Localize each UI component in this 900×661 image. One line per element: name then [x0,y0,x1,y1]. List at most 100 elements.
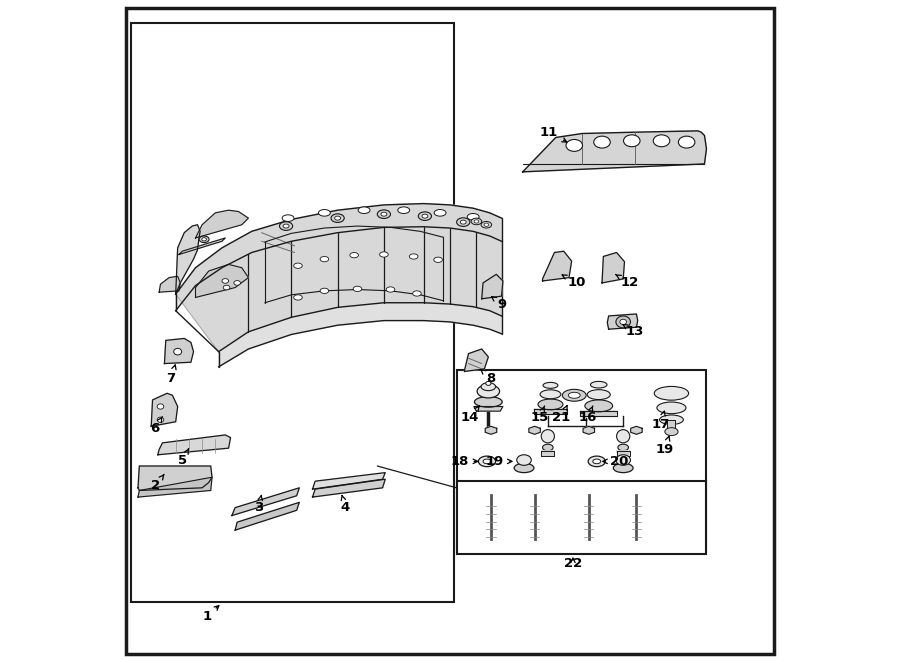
Ellipse shape [613,463,633,473]
Ellipse shape [202,238,206,241]
Ellipse shape [434,257,443,262]
Ellipse shape [223,286,230,290]
Ellipse shape [679,136,695,148]
Ellipse shape [482,221,491,228]
Ellipse shape [410,254,418,259]
Ellipse shape [588,456,606,467]
Polygon shape [534,409,567,414]
Ellipse shape [413,291,421,296]
Polygon shape [523,131,706,172]
Ellipse shape [486,381,491,385]
Ellipse shape [654,387,688,400]
Polygon shape [312,479,385,497]
Text: 16: 16 [579,406,597,424]
Text: 11: 11 [540,126,567,142]
Ellipse shape [594,136,610,148]
Ellipse shape [282,215,294,221]
Ellipse shape [199,236,209,243]
Text: 10: 10 [562,275,586,290]
Ellipse shape [377,210,391,218]
Polygon shape [138,466,212,490]
Ellipse shape [284,224,289,228]
Ellipse shape [616,455,631,465]
Ellipse shape [484,223,489,226]
Text: 1: 1 [202,605,219,623]
Polygon shape [235,502,300,530]
Bar [131,23,454,602]
Ellipse shape [618,444,628,451]
Text: 7: 7 [166,365,176,385]
Ellipse shape [319,210,330,216]
Polygon shape [179,238,225,254]
Ellipse shape [472,218,482,225]
Polygon shape [464,349,489,371]
Ellipse shape [350,253,358,258]
Ellipse shape [381,212,387,216]
Ellipse shape [320,256,328,262]
Text: 14: 14 [461,406,480,424]
Ellipse shape [380,252,388,257]
Text: 20: 20 [603,455,628,468]
Ellipse shape [590,381,607,388]
Text: 12: 12 [616,274,639,290]
Polygon shape [195,264,248,297]
Text: 5: 5 [177,449,188,467]
Ellipse shape [474,219,479,223]
Polygon shape [151,393,177,426]
Ellipse shape [543,444,553,451]
Ellipse shape [398,207,410,214]
Ellipse shape [477,385,500,398]
Ellipse shape [234,281,240,286]
Text: 19: 19 [656,436,674,456]
Text: 13: 13 [623,325,644,338]
Ellipse shape [386,287,395,292]
Ellipse shape [543,382,558,388]
Text: 4: 4 [341,495,350,514]
Polygon shape [232,488,300,516]
Ellipse shape [566,139,582,151]
Text: 8: 8 [481,369,496,385]
Ellipse shape [514,463,534,473]
Ellipse shape [653,135,670,147]
Polygon shape [219,303,501,367]
Polygon shape [176,225,200,294]
Polygon shape [473,407,503,411]
Ellipse shape [616,430,630,443]
Ellipse shape [293,263,302,268]
Ellipse shape [422,214,427,218]
Ellipse shape [456,218,470,226]
Ellipse shape [467,214,479,220]
Ellipse shape [483,459,491,464]
Ellipse shape [280,221,292,230]
Text: 15: 15 [530,406,548,424]
Text: 22: 22 [563,557,582,570]
Ellipse shape [593,459,600,464]
Text: 17: 17 [651,411,670,431]
Polygon shape [668,420,675,430]
Ellipse shape [657,402,686,414]
Polygon shape [580,411,617,416]
Polygon shape [176,204,501,311]
Polygon shape [602,253,625,283]
Ellipse shape [541,430,554,443]
Ellipse shape [665,428,678,436]
Ellipse shape [616,316,631,328]
Ellipse shape [293,295,302,300]
Polygon shape [482,274,503,299]
Ellipse shape [568,392,580,398]
Text: 2: 2 [150,475,164,492]
Polygon shape [616,451,630,456]
Ellipse shape [660,415,683,424]
Ellipse shape [158,417,164,422]
Text: 9: 9 [491,297,506,311]
Polygon shape [541,451,554,456]
Polygon shape [159,276,180,292]
Text: 6: 6 [150,416,162,435]
Ellipse shape [460,220,466,224]
Ellipse shape [335,216,340,220]
Text: 19: 19 [486,455,512,468]
Ellipse shape [538,399,563,410]
Ellipse shape [620,319,626,325]
Polygon shape [583,426,595,434]
Bar [456,370,706,549]
